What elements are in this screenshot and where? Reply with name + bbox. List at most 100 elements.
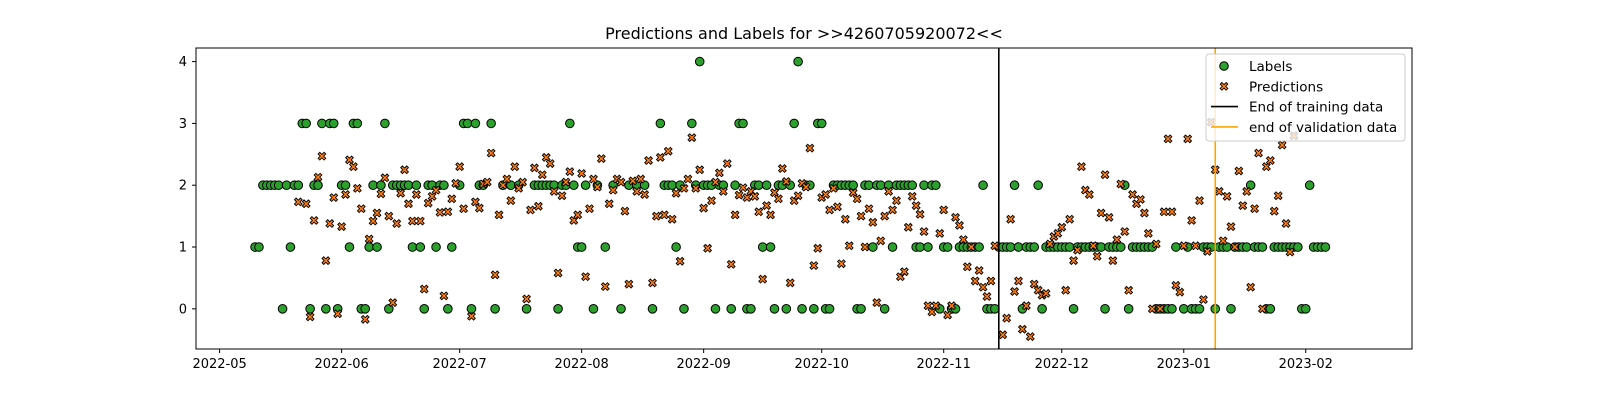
label-point [466,304,477,314]
prediction-point [600,282,610,292]
prediction-point [372,208,382,218]
prediction-point [305,312,315,322]
prediction-point [1238,201,1248,211]
prediction-point [726,259,736,269]
prediction-point [1269,206,1279,216]
prediction-point [982,291,992,301]
label-point [789,118,799,129]
prediction-point [1183,134,1193,144]
prediction-point [313,172,323,182]
prediction-point [293,197,303,207]
prediction-point [876,236,886,246]
prediction-point [329,193,339,203]
prediction-point [624,279,634,289]
label-point [317,118,327,129]
prediction-point [482,177,492,187]
y-tick-label: 2 [179,179,187,194]
prediction-point [565,167,575,177]
prediction-point [356,204,366,214]
label-point [761,180,772,191]
label-point [340,180,351,191]
prediction-point [939,205,949,215]
prediction-point [1013,276,1023,286]
label-point [1005,242,1016,252]
label-point [372,242,382,252]
label-point [1009,180,1020,191]
prediction-point [411,189,421,199]
prediction-point [415,216,425,226]
prediction-point [1242,186,1252,196]
prediction-point [640,189,650,199]
label-point [565,118,575,129]
prediction-point [785,278,795,288]
label-point [576,242,587,252]
label-point [407,242,418,252]
prediction-point [423,198,433,208]
legend-label: End of training data [1249,100,1383,116]
prediction-point [659,210,669,220]
series-labels [250,56,1331,314]
label-point [376,180,386,191]
label-point [769,304,780,314]
label-point [321,304,331,314]
x-tick-label: 2022-12 [1035,357,1089,372]
prediction-point [655,152,665,162]
label-point [446,242,457,252]
label-point [671,242,681,252]
label-point [942,242,953,252]
prediction-point [581,272,591,282]
prediction-point [435,207,445,217]
prediction-point [1273,191,1283,201]
label-point [328,118,339,129]
x-tick-label: 2022-11 [917,357,971,372]
prediction-point [1045,239,1055,249]
prediction-point [722,159,732,169]
prediction-point [1104,212,1114,222]
label-point [1226,304,1236,314]
prediction-point [1230,242,1240,252]
prediction-point [899,267,909,277]
prediction-point [1112,235,1122,245]
prediction-point [348,162,358,172]
prediction-point [947,301,957,311]
prediction-point [1021,301,1031,311]
legend-marker-predictions [1219,81,1229,91]
prediction-point [1143,228,1153,238]
x-tick-label: 2023-01 [1157,357,1211,372]
label-point [875,180,886,191]
prediction-point [998,330,1008,340]
prediction-point [754,207,764,217]
label-point [553,304,563,314]
prediction-point [1281,219,1291,229]
label-point [273,180,284,191]
prediction-point [856,211,866,221]
label-point [1257,242,1268,252]
y-tick-label: 3 [179,117,187,132]
prediction-point [1100,170,1110,180]
prediction-point [490,270,500,280]
prediction-point [1234,166,1244,176]
prediction-point [734,190,744,200]
prediction-point [872,298,882,308]
prediction-point [529,163,539,173]
label-point [687,118,697,129]
prediction-point [400,165,410,175]
label-point [1064,242,1075,252]
prediction-point [730,210,740,220]
axes-frame [195,47,1413,350]
label-point [600,242,611,252]
prediction-point [1116,179,1126,189]
prediction-point [868,217,878,227]
prediction-point [620,206,630,216]
label-point [1100,304,1110,314]
prediction-point [1254,148,1264,158]
label-point [1115,242,1126,252]
prediction-point [1017,324,1027,334]
label-point [293,180,304,191]
prediction-point [1057,222,1067,232]
label-point [990,304,1000,314]
prediction-point [958,235,968,245]
label-point [856,304,866,314]
prediction-point [533,201,543,211]
